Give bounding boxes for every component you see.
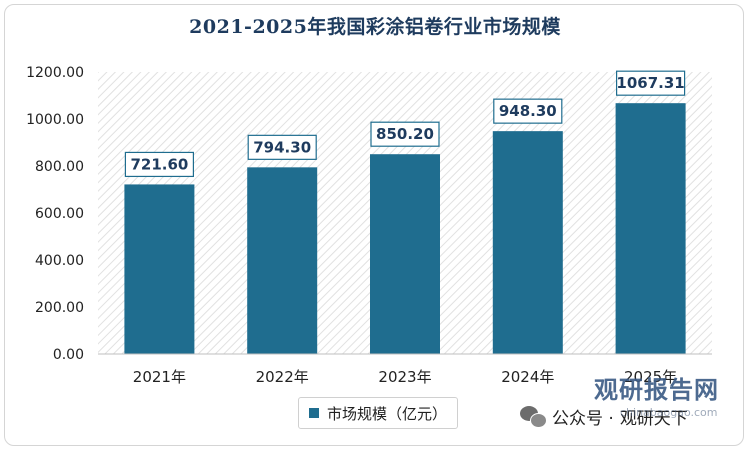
x-tick-label: 2023年	[378, 368, 431, 386]
data-label: 1067.31	[616, 74, 684, 92]
corner-brand: 观研报告网	[594, 376, 719, 404]
y-tick-label: 600.00	[35, 206, 84, 222]
y-tick-label: 1200.00	[26, 65, 84, 81]
legend-swatch	[309, 408, 319, 418]
data-label-box	[124, 151, 195, 178]
wechat-icon	[520, 405, 547, 428]
corner-url: chinabaogao.com	[620, 406, 718, 419]
x-tick-label: 2024年	[501, 368, 554, 386]
y-tick-label: 200.00	[35, 300, 84, 316]
legend: 市场规模（亿元）	[298, 397, 459, 429]
account-prefix: 公众号 ·	[552, 409, 614, 429]
data-label-box	[370, 121, 440, 147]
bar	[615, 103, 686, 354]
data-label: 794.30	[253, 138, 311, 156]
data-label-box	[493, 98, 563, 124]
data-labels: 721.60 794.30 850.20 948.30 1067.31	[124, 70, 686, 178]
data-label: 850.20	[376, 125, 434, 143]
data-label: 948.30	[499, 102, 557, 120]
x-tick-label: 2022年	[256, 368, 309, 386]
data-label: 721.60	[130, 155, 188, 173]
y-tick-label: 800.00	[35, 159, 84, 175]
legend-label: 市场规模（亿元）	[327, 404, 448, 423]
data-label-box	[247, 134, 317, 160]
y-axis: 0.00 200.00 400.00 600.00 800.00 1000.00 1200.…	[26, 65, 84, 363]
y-tick-label: 1000.00	[26, 112, 84, 128]
account-name: 观研天下	[619, 409, 688, 429]
x-tick-label: 2025年	[624, 368, 677, 386]
x-tick-label: 2021年	[133, 368, 186, 386]
data-label-box	[615, 70, 686, 96]
y-tick-label: 400.00	[35, 253, 84, 269]
bar	[492, 131, 563, 354]
x-axis: 2021年 2022年 2023年 2024年 2025年	[98, 353, 712, 386]
chart-title: 2021-2025年我国彩涂铝卷行业市场规模	[189, 16, 561, 38]
bars	[124, 103, 686, 354]
bar	[247, 167, 318, 354]
wechat-account: 公众号 · 观研天下	[520, 404, 688, 429]
bar	[124, 184, 195, 354]
bar	[370, 154, 440, 354]
y-tick-label: 0.00	[53, 347, 84, 363]
